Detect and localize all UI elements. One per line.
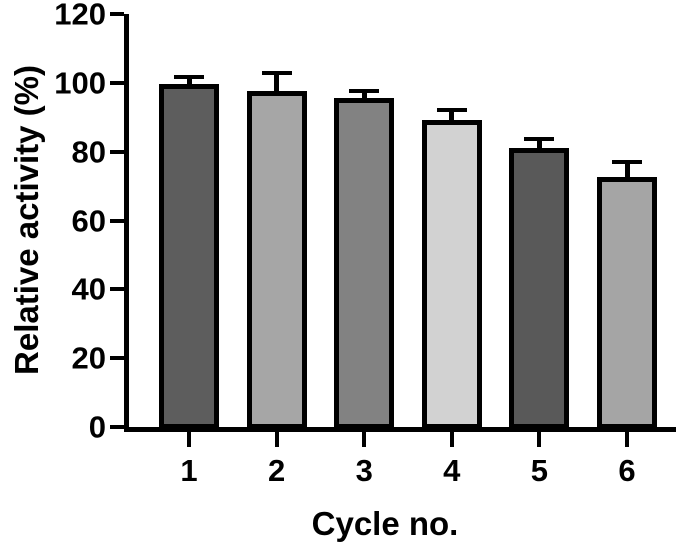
y-tick-label: 120 [54, 0, 106, 32]
bar-cycle-4 [421, 120, 482, 429]
error-bar-cap [261, 70, 292, 75]
x-tick-mark [362, 432, 367, 447]
error-bar-stem [624, 163, 630, 183]
error-bar-cap [349, 88, 380, 93]
x-tick-label: 2 [267, 453, 286, 488]
x-tick-label: 1 [180, 453, 198, 488]
x-axis [124, 427, 676, 432]
y-axis [124, 14, 129, 432]
y-tick-mark [110, 12, 124, 16]
y-tick-label: 20 [71, 340, 106, 376]
x-tick-label: 4 [443, 453, 461, 488]
x-tick-mark [274, 432, 279, 447]
x-tick-mark [449, 432, 454, 447]
y-tick-mark [110, 287, 124, 292]
error-bar-cap [436, 108, 467, 113]
error-bar-stem [361, 92, 367, 104]
x-tick-label: 5 [530, 453, 549, 488]
y-tick-mark [110, 425, 124, 429]
y-tick-label: 80 [71, 134, 106, 170]
y-tick-label: 60 [71, 203, 106, 238]
y-tick-mark [110, 80, 124, 85]
x-axis-title: Cycle no. [311, 505, 459, 542]
y-tick-mark [110, 356, 124, 361]
error-bar-cap [174, 75, 204, 80]
x-tick-label: 3 [355, 453, 373, 488]
bar-cycle-1 [159, 83, 219, 429]
y-tick-label: 100 [54, 65, 106, 101]
bar-cycle-5 [509, 148, 570, 429]
error-bar-cap [524, 137, 555, 142]
x-tick-mark [537, 432, 542, 447]
y-tick-label: 40 [71, 271, 106, 307]
y-tick-mark [110, 149, 124, 154]
bar-cycle-2 [246, 91, 307, 429]
error-bar-stem [186, 79, 192, 89]
error-bar-stem [449, 112, 455, 125]
bar-cycle-3 [334, 98, 395, 429]
x-tick-mark [187, 432, 191, 447]
x-tick-label: 6 [618, 453, 636, 488]
error-bar-cap [612, 159, 642, 164]
y-tick-mark [110, 218, 124, 223]
x-tick-mark [625, 432, 629, 447]
error-bar-stem [536, 141, 542, 154]
error-bar-stem [274, 74, 280, 97]
y-tick-label: 0 [88, 409, 106, 445]
bar-cycle-6 [597, 177, 657, 429]
